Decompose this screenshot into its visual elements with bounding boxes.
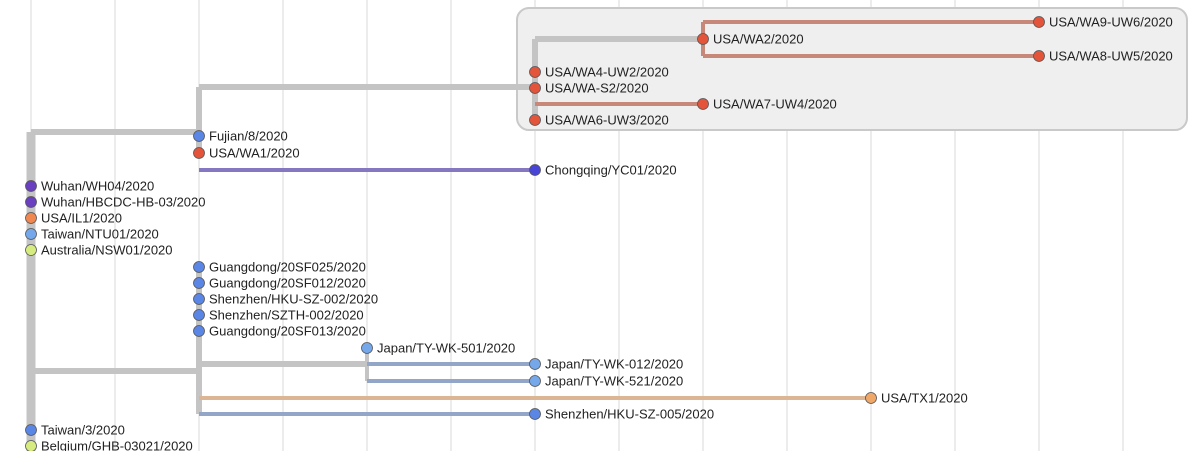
tip-label[interactable]: USA/WA8-UW5/2020 (1049, 49, 1173, 64)
tip-label[interactable]: Fujian/8/2020 (209, 129, 288, 144)
tip-label[interactable]: Guangdong/20SF012/2020 (209, 276, 366, 291)
tip-node[interactable] (529, 114, 541, 126)
tip-node[interactable] (25, 180, 37, 192)
tip-label[interactable]: Shenzhen/HKU-SZ-002/2020 (209, 292, 378, 307)
tip-label[interactable]: Shenzhen/HKU-SZ-005/2020 (545, 407, 714, 422)
tip-node[interactable] (865, 392, 877, 404)
tip-node[interactable] (697, 98, 709, 110)
tip-node[interactable] (193, 147, 205, 159)
tip-node[interactable] (529, 82, 541, 94)
tip-node[interactable] (361, 342, 373, 354)
tip-node[interactable] (193, 325, 205, 337)
tip-label[interactable]: Japan/TY-WK-501/2020 (377, 341, 515, 356)
tip-node[interactable] (529, 66, 541, 78)
tip-node[interactable] (193, 130, 205, 142)
tip-label[interactable]: Wuhan/WH04/2020 (41, 179, 154, 194)
tip-label[interactable]: USA/IL1/2020 (41, 211, 122, 226)
tip-node[interactable] (529, 164, 541, 176)
tip-node[interactable] (697, 33, 709, 45)
tip-node[interactable] (1033, 16, 1045, 28)
tip-node[interactable] (1033, 50, 1045, 62)
tip-node[interactable] (25, 196, 37, 208)
tip-label[interactable]: Wuhan/HBCDC-HB-03/2020 (41, 195, 206, 210)
branches (26, 20, 1039, 451)
tip-label[interactable]: Belgium/GHB-03021/2020 (41, 439, 193, 451)
tip-node[interactable] (529, 358, 541, 370)
tip-label[interactable]: USA/WA2/2020 (713, 32, 804, 47)
tip-label[interactable]: USA/WA9-UW6/2020 (1049, 15, 1173, 30)
tip-node[interactable] (25, 440, 37, 451)
tip-node[interactable] (193, 277, 205, 289)
tip-label[interactable]: Australia/NSW01/2020 (41, 243, 173, 258)
tip-label[interactable]: Guangdong/20SF025/2020 (209, 260, 366, 275)
tip-node[interactable] (529, 408, 541, 420)
tip-node[interactable] (25, 212, 37, 224)
tip-node[interactable] (193, 261, 205, 273)
tip-label[interactable]: Japan/TY-WK-521/2020 (545, 374, 683, 389)
tip-label[interactable]: USA/TX1/2020 (881, 391, 968, 406)
tip-label[interactable]: USA/WA6-UW3/2020 (545, 113, 669, 128)
tip-node[interactable] (529, 375, 541, 387)
tip-label[interactable]: USA/WA4-UW2/2020 (545, 65, 669, 80)
tip-node[interactable] (25, 228, 37, 240)
tip-nodes (25, 16, 1045, 451)
tip-label[interactable]: Taiwan/NTU01/2020 (41, 227, 159, 242)
tip-node[interactable] (193, 293, 205, 305)
tip-label[interactable]: Chongqing/YC01/2020 (545, 163, 677, 178)
tip-label[interactable]: Taiwan/3/2020 (41, 423, 125, 438)
tip-label[interactable]: USA/WA1/2020 (209, 146, 300, 161)
tip-labels: USA/WA9-UW6/2020 USA/WA2/2020 USA/WA8-UW5/… (41, 15, 1173, 451)
tip-label[interactable]: Guangdong/20SF013/2020 (209, 324, 366, 339)
tip-label[interactable]: Shenzhen/SZTH-002/2020 (209, 308, 364, 323)
tip-label[interactable]: USA/WA-S2/2020 (545, 81, 649, 96)
tip-node[interactable] (25, 244, 37, 256)
tip-node[interactable] (193, 309, 205, 321)
tip-label[interactable]: Japan/TY-WK-012/2020 (545, 357, 683, 372)
tip-node[interactable] (25, 424, 37, 436)
tip-label[interactable]: USA/WA7-UW4/2020 (713, 97, 837, 112)
